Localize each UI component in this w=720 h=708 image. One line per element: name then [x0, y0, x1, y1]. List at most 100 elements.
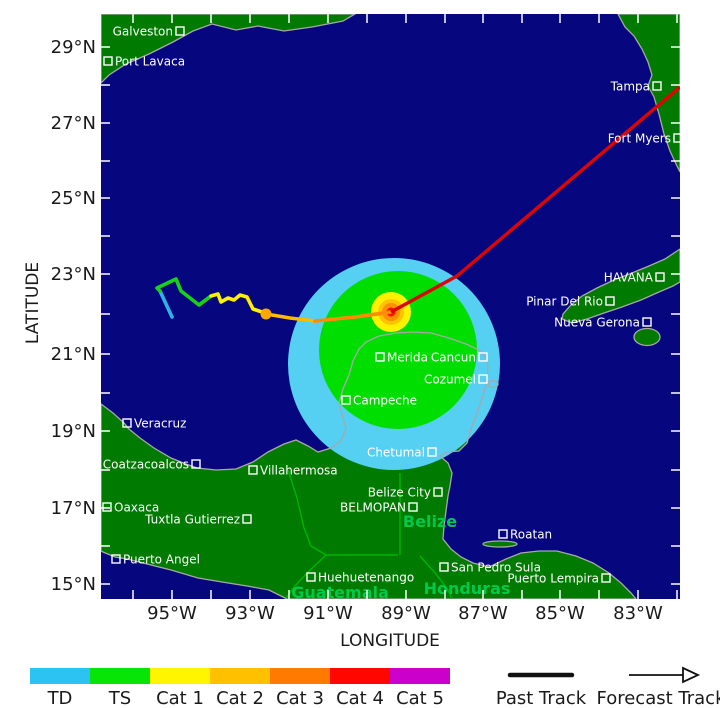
city-marker-huehuetenango — [306, 572, 316, 582]
border-mexico-guatemala — [287, 469, 398, 556]
cities-layer: Galveston Port Lavaca Tampa Fort Myers HAVAN… — [102, 25, 680, 586]
city-label-port-lavaca: Port Lavaca — [115, 55, 185, 69]
city-label-cancun: Cancun — [431, 351, 476, 365]
city-label-pinar-del-rio: Pinar Del Rio — [526, 295, 603, 309]
lat-tick-label-27n: 27°N — [51, 113, 96, 134]
past-track-segment-ts — [155, 277, 213, 307]
lat-tick-label-25n: 25°N — [51, 188, 96, 209]
city-label-belize-city: Belize City — [368, 486, 431, 500]
country-label-belize: Belize — [403, 512, 457, 531]
city-label-tuxtla-gutierrez: Tuxtla Gutierrez — [144, 513, 240, 527]
city-label-belmopan: BELMOPAN — [340, 501, 406, 515]
city-marker-pinar-del-rio — [605, 296, 615, 306]
city-label-huehuetenango: Huehuetenango — [318, 571, 414, 585]
city-marker-port-lavaca — [103, 56, 113, 66]
city-label-cozumel: Cozumel — [424, 373, 476, 387]
lon-tick-label-87w: 87°W — [458, 603, 508, 624]
city-marker-puerto-lempira — [601, 573, 611, 583]
city-label-havana: HAVANA — [604, 271, 654, 285]
axis-labels: LATITUDE LONGITUDE 29°N 27°N 25°N 23°N 21°N 1… — [23, 37, 663, 651]
city-marker-nueva-gerona — [642, 317, 652, 327]
city-marker-havana — [655, 272, 665, 282]
lat-tick-label-17n: 17°N — [51, 498, 96, 519]
city-label-puerto-angel: Puerto Angel — [123, 553, 200, 567]
city-marker-galveston — [175, 26, 185, 36]
lat-tick-label-29n: 29°N — [51, 37, 96, 58]
wind-swath-ring-1 — [319, 271, 477, 429]
border-guatemala-pacific — [285, 554, 327, 599]
city-marker-veracruz — [122, 418, 132, 428]
legend-label-cat-4: Cat 4 — [336, 688, 384, 708]
lon-tick-label-93w: 93°W — [225, 603, 275, 624]
past-track-segment-cat-2 — [264, 312, 317, 323]
past-track-segment-cat-1 — [209, 292, 268, 316]
city-marker-roatan — [498, 529, 508, 539]
legend-swatch-cat-2 — [210, 668, 270, 684]
legend-swatch-td — [30, 668, 90, 684]
legend: TD TS Cat 1 Cat 2 Cat 3 Cat 4 Cat 5 Past Track… — [30, 666, 720, 708]
city-marker-campeche — [341, 395, 351, 405]
lat-tick-label-21n: 21°N — [51, 344, 96, 365]
legend-swatch-cat-1 — [150, 668, 210, 684]
country-label-honduras: Honduras — [424, 579, 511, 598]
legend-label-cat-2: Cat 2 — [216, 688, 264, 708]
city-label-tampa: Tampa — [610, 80, 650, 94]
lat-tick-label-19n: 19°N — [51, 421, 96, 442]
country-label-guatemala: Guatemala — [291, 583, 389, 602]
city-label-veracruz: Veracruz — [134, 417, 186, 431]
storm-track-layer — [155, 85, 680, 323]
city-marker-puerto-angel — [111, 554, 121, 564]
y-axis-title: LATITUDE — [23, 262, 43, 344]
lon-tick-label-89w: 89°W — [381, 603, 431, 624]
city-marker-cancun — [478, 352, 488, 362]
country-borders — [285, 469, 453, 599]
city-label-villahermosa: Villahermosa — [260, 464, 338, 478]
forecast-track-arrowhead-icon — [682, 666, 701, 684]
legend-swatch-cat-4 — [330, 668, 390, 684]
legend-swatch-cat-5 — [390, 668, 450, 684]
border-guatemala-honduras — [419, 555, 453, 599]
lon-tick-label-91w: 91°W — [303, 603, 353, 624]
city-label-oaxaca: Oaxaca — [114, 501, 159, 515]
city-label-merida: Merida — [387, 351, 428, 365]
city-label-nueva-gerona: Nueva Gerona — [554, 316, 640, 330]
city-marker-coatzacoalcos — [191, 459, 201, 469]
city-marker-tuxtla-gutierrez — [242, 514, 252, 524]
past-position-dot — [260, 308, 272, 320]
city-label-puerto-lempira: Puerto Lempira — [507, 572, 599, 586]
city-label-campeche: Campeche — [353, 394, 417, 408]
city-marker-belmopan — [408, 502, 418, 512]
legend-color-bar: TD TS Cat 1 Cat 2 Cat 3 Cat 4 Cat 5 — [30, 668, 450, 708]
city-label-chetumal: Chetumal — [367, 446, 425, 460]
lon-tick-label-83w: 83°W — [613, 603, 663, 624]
legend-label-cat-3: Cat 3 — [276, 688, 324, 708]
lat-tick-label-23n: 23°N — [51, 264, 96, 285]
city-marker-villahermosa — [248, 465, 258, 475]
past-track-label: Past Track — [496, 688, 587, 708]
past-track-segment-cat-3 — [313, 310, 393, 323]
legend-swatch-cat-3 — [270, 668, 330, 684]
x-axis-title: LONGITUDE — [340, 631, 440, 651]
tick-labels: 29°N 27°N 25°N 23°N 21°N 19°N 17°N 15°N 95°W 93°W… — [51, 37, 663, 624]
past-track-segment-td — [158, 289, 174, 319]
city-marker-oaxaca — [102, 502, 112, 512]
city-marker-belize-city — [433, 487, 443, 497]
city-label-fort-myers: Fort Myers — [608, 132, 671, 146]
city-label-roatan: Roatan — [510, 528, 552, 542]
tick-marks — [101, 14, 680, 599]
forecast-track-label: Forecast Track — [597, 688, 720, 708]
lon-tick-label-85w: 85°W — [535, 603, 585, 624]
city-marker-san-pedro-sula — [439, 562, 449, 572]
lon-tick-label-95w: 95°W — [147, 603, 197, 624]
city-label-coatzacoalcos: Coatzacoalcos — [103, 458, 189, 472]
city-marker-cozumel — [478, 374, 488, 384]
lat-tick-label-15n: 15°N — [51, 574, 96, 595]
forecast-track-line-map — [390, 85, 680, 314]
legend-label-ts: TS — [108, 688, 131, 708]
map-area: Galveston Port Lavaca Tampa Fort Myers HAVAN… — [101, 14, 680, 602]
city-label-san-pedro-sula: San Pedro Sula — [451, 561, 541, 575]
city-marker-chetumal — [427, 447, 437, 457]
city-marker-tampa — [652, 81, 662, 91]
